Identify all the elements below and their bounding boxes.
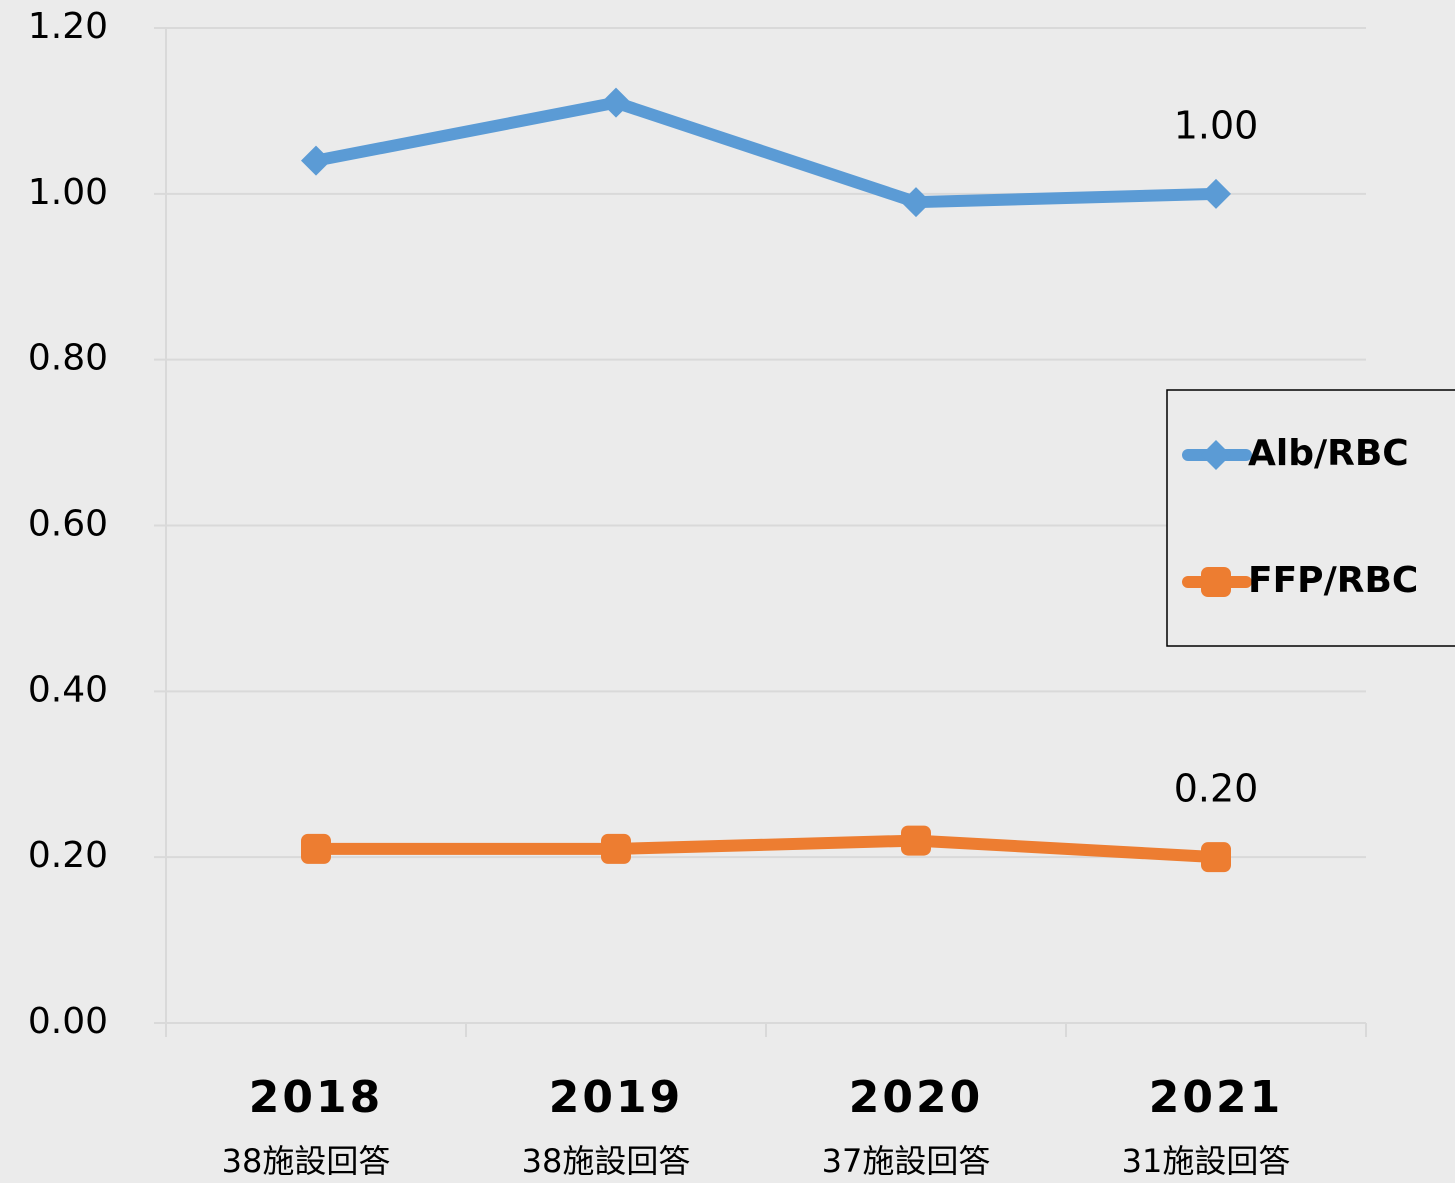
marker: [1201, 567, 1231, 597]
x-tick-label: 2020: [849, 1072, 983, 1123]
marker: [1201, 178, 1231, 209]
y-tick-label: 0.80: [28, 338, 108, 379]
series-line: [316, 834, 1217, 864]
marker: [601, 87, 631, 118]
marker: [1201, 842, 1231, 873]
legend-label: FFP/RBC: [1248, 560, 1418, 601]
x-tick-note: 38施設回答: [522, 1142, 691, 1180]
data-label: 0.20: [1174, 767, 1259, 811]
y-tick-label: 0.60: [28, 504, 108, 545]
x-tick-note: 31施設回答: [1122, 1142, 1291, 1180]
marker: [901, 187, 931, 218]
marker: [901, 825, 931, 856]
marker: [301, 833, 331, 864]
legend-box: [1166, 389, 1455, 647]
data-label: 1.00: [1174, 103, 1259, 147]
marker: [1201, 440, 1231, 470]
y-tick-label: 1.00: [28, 172, 108, 213]
x-tick-note: 37施設回答: [822, 1142, 991, 1180]
y-tick-label: 0.20: [28, 835, 108, 876]
marker: [601, 833, 631, 864]
marker: [301, 145, 331, 176]
y-tick-label: 1.20: [28, 6, 108, 47]
x-tick-label: 2019: [549, 1072, 683, 1123]
x-tick-label: 2018: [249, 1072, 383, 1123]
x-tick-note: 38施設回答: [222, 1142, 391, 1180]
y-tick-label: 0.00: [28, 1001, 108, 1042]
x-tick-label: 2021: [1149, 1072, 1283, 1123]
y-tick-label: 0.40: [28, 669, 108, 710]
series-line: [314, 96, 1217, 209]
legend-label: Alb/RBC: [1248, 433, 1409, 474]
